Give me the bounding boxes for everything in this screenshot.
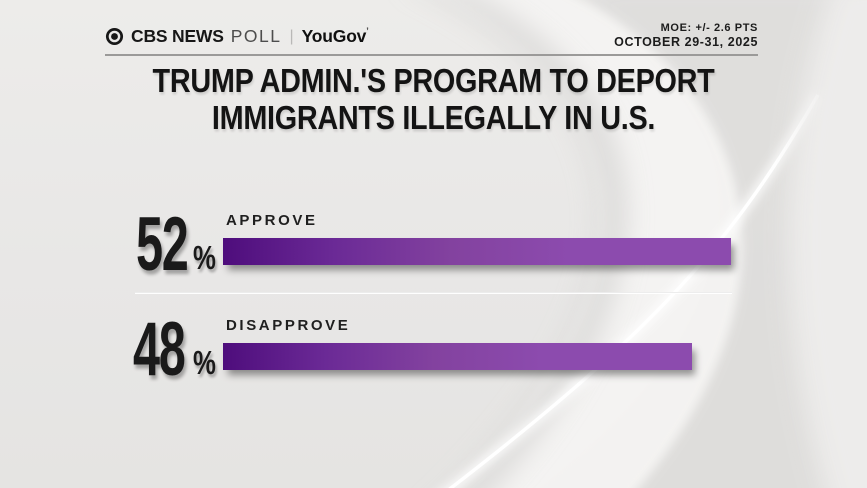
brand-lockup: CBS NEWS POLL | YouGov’ xyxy=(105,26,369,47)
header-rule xyxy=(105,54,758,56)
approve-label: APPROVE xyxy=(226,212,318,229)
chart-title-line1: TRUMP ADMIN.'S PROGRAM TO DEPORT xyxy=(152,63,715,100)
row-divider xyxy=(135,292,732,294)
yougov-logo: YouGov’ xyxy=(302,26,369,47)
margin-of-error: MOE: +/- 2.6 PTS xyxy=(660,22,758,34)
cbs-news-label: CBS NEWS xyxy=(131,26,224,46)
brand-separator: | xyxy=(289,27,294,45)
disapprove-percent-sign: % xyxy=(193,344,216,381)
approve-value: 52 xyxy=(136,202,189,287)
disapprove-bar xyxy=(223,343,692,370)
approve-bar xyxy=(223,238,731,265)
disapprove-label: DISAPPROVE xyxy=(226,317,351,334)
poll-dates: OCTOBER 29-31, 2025 xyxy=(614,35,758,49)
yougov-trademark: ’ xyxy=(366,26,369,36)
cbs-eye-icon xyxy=(105,27,124,46)
chart-title: TRUMP ADMIN.'S PROGRAM TO DEPORT IMMIGRA… xyxy=(17,63,849,137)
approve-percent-sign: % xyxy=(193,239,216,276)
poll-label: POLL xyxy=(230,26,282,46)
chart-title-line2: IMMIGRANTS ILLEGALLY IN U.S. xyxy=(211,99,656,137)
disapprove-value: 48 xyxy=(133,307,186,392)
poll-meta: MOE: +/- 2.6 PTS OCTOBER 29-31, 2025 xyxy=(614,22,758,49)
yougov-wordmark: YouGov xyxy=(301,26,367,46)
